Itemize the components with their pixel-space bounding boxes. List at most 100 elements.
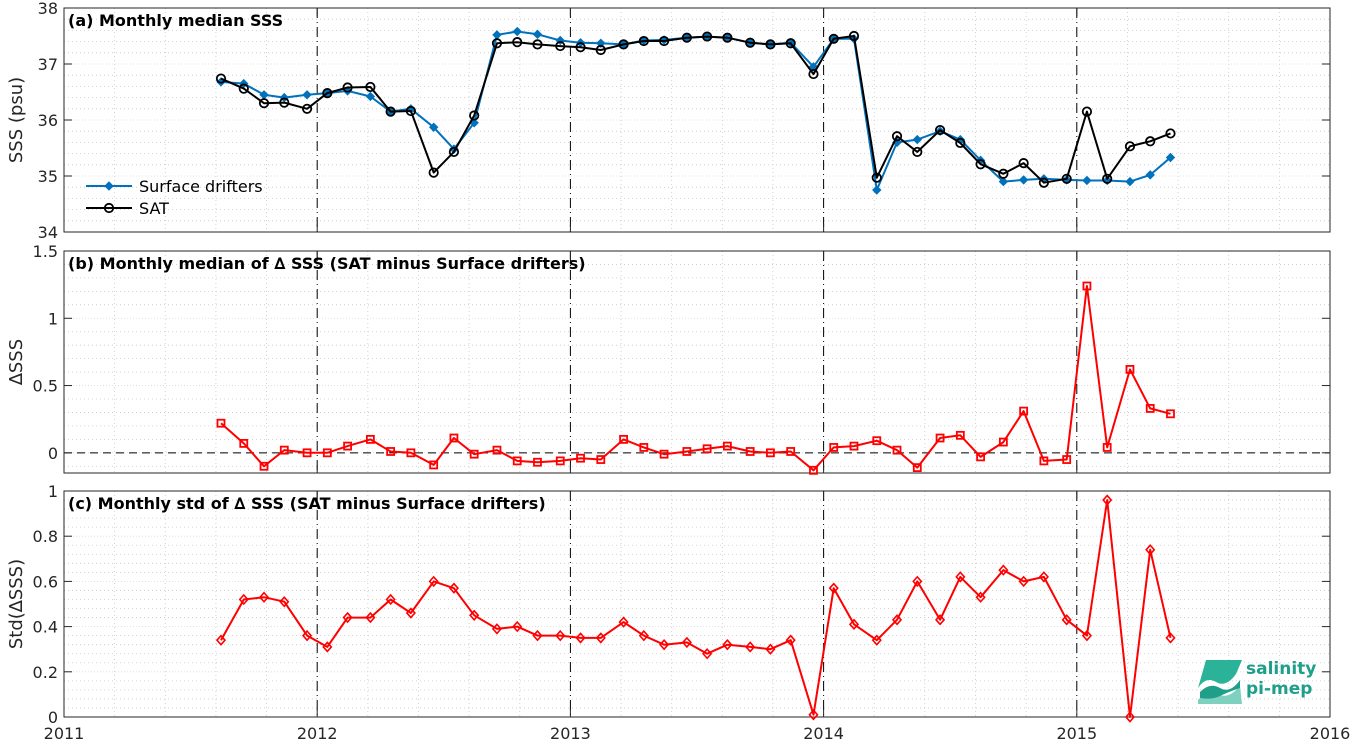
data-point bbox=[1019, 406, 1029, 416]
data-point bbox=[1061, 614, 1072, 626]
data-point bbox=[722, 441, 732, 451]
data-point bbox=[1082, 281, 1092, 291]
data-point bbox=[618, 616, 629, 628]
data-point bbox=[491, 623, 503, 635]
data-point bbox=[406, 448, 416, 458]
data-point bbox=[912, 575, 923, 588]
data-point bbox=[575, 42, 586, 53]
legend-marker bbox=[104, 181, 114, 191]
data-point bbox=[279, 596, 290, 608]
data-point bbox=[428, 122, 439, 132]
data-point bbox=[1081, 629, 1093, 642]
legend-marker bbox=[103, 202, 115, 214]
data-point bbox=[1166, 409, 1175, 419]
data-point bbox=[1124, 141, 1136, 152]
data-point bbox=[238, 593, 249, 606]
data-point bbox=[512, 456, 522, 466]
y-tick-label: 1 bbox=[48, 309, 58, 328]
data-point bbox=[955, 137, 966, 149]
y-tick-label: 0.2 bbox=[33, 663, 58, 682]
y-axis-title: ∆SSS bbox=[6, 339, 27, 386]
data-point bbox=[365, 611, 376, 624]
data-point bbox=[322, 448, 332, 458]
data-point bbox=[828, 33, 839, 44]
data-point bbox=[469, 110, 480, 121]
data-point bbox=[745, 447, 755, 456]
data-point bbox=[702, 648, 713, 660]
data-point bbox=[1018, 158, 1029, 169]
data-point bbox=[745, 37, 756, 48]
data-point bbox=[828, 582, 839, 594]
data-point bbox=[1165, 128, 1176, 139]
data-point bbox=[342, 611, 353, 624]
data-point bbox=[809, 465, 818, 475]
data-point bbox=[912, 134, 922, 145]
data-point bbox=[302, 629, 313, 642]
data-point bbox=[1145, 136, 1156, 147]
data-point bbox=[765, 39, 776, 50]
data-point bbox=[829, 443, 839, 452]
data-point bbox=[576, 453, 585, 463]
plot-frame bbox=[63, 250, 1331, 474]
data-point bbox=[659, 638, 670, 651]
data-point bbox=[1039, 456, 1049, 466]
data-point bbox=[238, 83, 249, 94]
data-point bbox=[681, 636, 692, 649]
data-point bbox=[638, 35, 649, 47]
data-point bbox=[596, 455, 606, 464]
y-tick-label: 38 bbox=[38, 0, 58, 18]
data-point bbox=[935, 614, 946, 626]
data-point bbox=[658, 35, 670, 47]
series-line bbox=[220, 499, 1172, 718]
data-point bbox=[215, 73, 227, 84]
y-tick-label: 0.5 bbox=[33, 377, 58, 396]
data-point bbox=[448, 582, 459, 594]
data-point bbox=[912, 463, 922, 473]
panel-a: 34 35 36 37 38 SSS (psu) (a) Monthly median SS… bbox=[6, 0, 1331, 242]
data-point bbox=[849, 441, 859, 451]
legend-label: SAT bbox=[139, 199, 169, 218]
data-point bbox=[279, 445, 289, 455]
data-point bbox=[595, 632, 606, 644]
series-line bbox=[220, 285, 1171, 472]
data-point bbox=[322, 88, 333, 99]
data-point bbox=[1165, 152, 1176, 163]
series-delta bbox=[215, 494, 1176, 723]
x-tick-label: 2015 bbox=[1056, 724, 1097, 743]
data-point bbox=[808, 68, 819, 80]
data-point bbox=[786, 447, 796, 456]
data-point bbox=[638, 629, 649, 642]
data-point bbox=[935, 433, 945, 443]
y-tick-label: 0.4 bbox=[33, 618, 58, 637]
data-point bbox=[975, 159, 986, 170]
data-point bbox=[428, 167, 439, 178]
data-point bbox=[575, 632, 586, 644]
data-point bbox=[1124, 711, 1136, 723]
data-point bbox=[512, 37, 523, 48]
data-point bbox=[998, 176, 1009, 187]
legend: Surface drifters SAT bbox=[86, 177, 263, 218]
data-point bbox=[912, 146, 923, 158]
data-point bbox=[975, 591, 986, 603]
data-point bbox=[1145, 544, 1156, 556]
data-point bbox=[302, 90, 312, 100]
data-point bbox=[871, 172, 882, 183]
data-point bbox=[955, 571, 966, 583]
data-point bbox=[428, 575, 439, 588]
data-point bbox=[302, 448, 312, 458]
data-point bbox=[785, 38, 796, 49]
data-point bbox=[512, 620, 523, 633]
data-point bbox=[215, 634, 227, 646]
data-point bbox=[745, 641, 756, 653]
data-point bbox=[405, 105, 416, 117]
legend-label: Surface drifters bbox=[139, 177, 263, 196]
data-point bbox=[555, 40, 566, 52]
panel-c: 0 0.2 0.4 0.6 0.8 1 Std(∆SSS) (c) Monthly std o… bbox=[6, 482, 1350, 743]
data-point bbox=[492, 30, 502, 40]
data-point bbox=[365, 91, 376, 102]
data-point bbox=[659, 449, 669, 459]
series-sat bbox=[215, 30, 1176, 188]
logo-line1: salinity bbox=[1246, 659, 1317, 679]
y-tick-label: 35 bbox=[38, 167, 58, 186]
